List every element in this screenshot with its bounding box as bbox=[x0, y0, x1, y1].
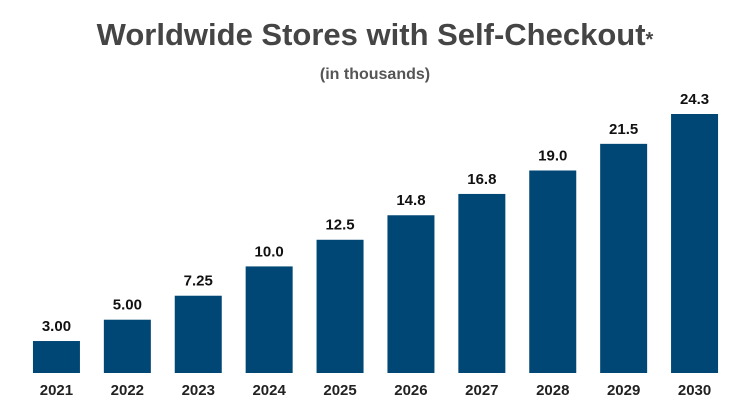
x-tick-label: 2028 bbox=[536, 382, 569, 399]
bar bbox=[458, 193, 506, 373]
value-label: 10.0 bbox=[255, 243, 284, 260]
x-tick-label: 2027 bbox=[465, 382, 498, 399]
x-tick-label: 2029 bbox=[607, 382, 640, 399]
x-tick-label: 2024 bbox=[252, 382, 286, 399]
title-mark: * bbox=[646, 29, 654, 51]
value-label: 24.3 bbox=[680, 91, 709, 108]
value-label: 19.0 bbox=[538, 147, 567, 164]
bar bbox=[671, 114, 719, 373]
x-tick-label: 2021 bbox=[40, 382, 73, 399]
title-text: Worldwide Stores with Self-Checkout bbox=[97, 17, 646, 52]
value-label: 16.8 bbox=[467, 171, 496, 188]
value-label: 5.00 bbox=[113, 297, 142, 314]
bar bbox=[387, 215, 435, 373]
value-label: 14.8 bbox=[396, 192, 425, 209]
x-tick-label: 2023 bbox=[182, 382, 215, 399]
x-tick-label: 2030 bbox=[678, 382, 711, 399]
bar bbox=[32, 341, 80, 373]
value-label: 7.25 bbox=[184, 273, 213, 290]
x-tick-label: 2025 bbox=[323, 382, 356, 399]
bar bbox=[245, 266, 293, 373]
bar bbox=[174, 295, 222, 373]
chart-subtitle: (in thousands) bbox=[320, 66, 430, 83]
value-label: 12.5 bbox=[325, 217, 354, 234]
bar bbox=[103, 319, 151, 373]
bar bbox=[316, 239, 364, 373]
bar bbox=[600, 143, 648, 373]
value-label: 3.00 bbox=[42, 318, 71, 335]
bar bbox=[529, 170, 577, 373]
value-label: 21.5 bbox=[609, 121, 638, 138]
chart-title: Worldwide Stores with Self-Checkout* bbox=[97, 17, 654, 52]
x-tick-label: 2022 bbox=[111, 382, 144, 399]
x-tick-label: 2026 bbox=[394, 382, 427, 399]
